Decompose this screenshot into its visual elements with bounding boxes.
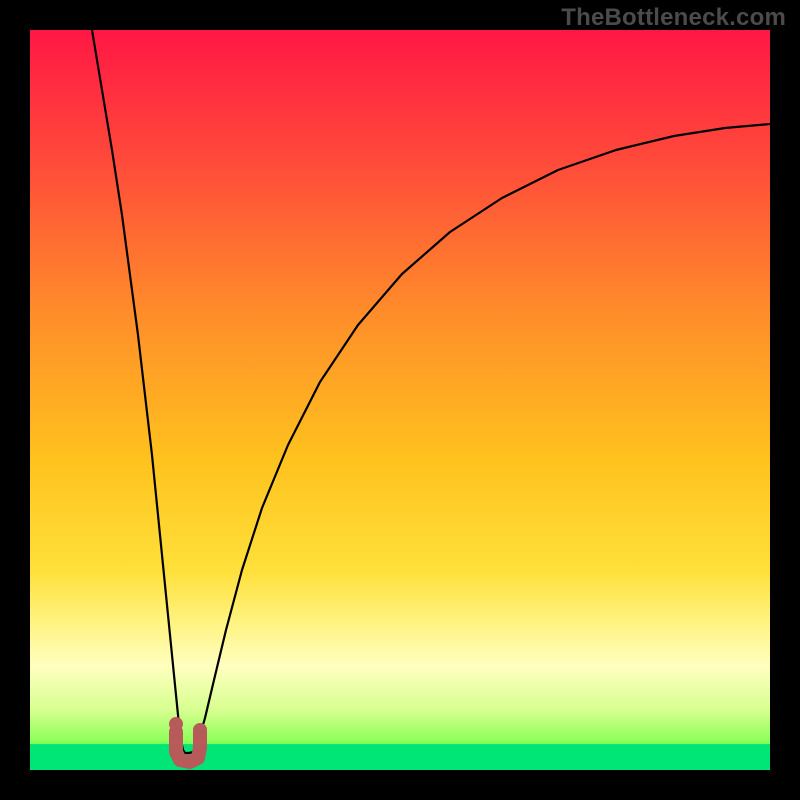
plot-area bbox=[30, 30, 770, 770]
gradient-background bbox=[30, 30, 770, 770]
plot-svg bbox=[30, 30, 770, 770]
marker-dot bbox=[169, 717, 183, 731]
green-band bbox=[30, 744, 770, 770]
watermark-text: TheBottleneck.com bbox=[561, 4, 786, 32]
chart-container: TheBottleneck.com bbox=[0, 0, 800, 800]
